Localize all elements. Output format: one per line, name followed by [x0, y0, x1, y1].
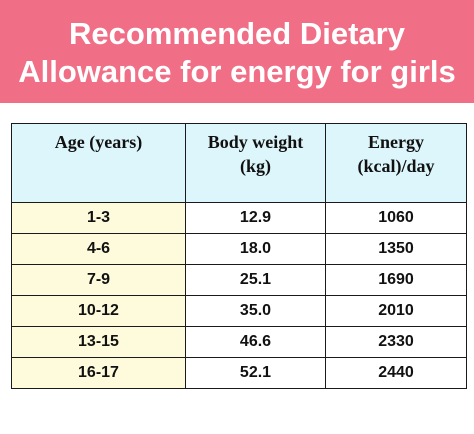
dietary-allowance-table: Age (years) Body weight (kg) Energy (kca… — [11, 123, 467, 389]
table-header-row: Age (years) Body weight (kg) Energy (kca… — [11, 123, 467, 203]
header-weight-line-2: (kg) — [240, 156, 271, 176]
title-line-2: Allowance for energy for girls — [18, 54, 456, 89]
weight-cell: 52.1 — [185, 357, 326, 389]
age-cell: 1-3 — [11, 202, 186, 234]
table-row: 10-12 35.0 2010 — [11, 295, 467, 327]
header-energy: Energy (kcal)/day — [325, 123, 467, 203]
header-age: Age (years) — [11, 123, 186, 203]
header-energy-line-2: (kcal)/day — [357, 156, 435, 176]
age-cell: 10-12 — [11, 295, 186, 327]
weight-cell: 12.9 — [185, 202, 326, 234]
weight-cell: 46.6 — [185, 326, 326, 358]
title-banner: Recommended Dietary Allowance for energy… — [0, 0, 474, 103]
age-cell: 4-6 — [11, 233, 186, 265]
table-row: 4-6 18.0 1350 — [11, 233, 467, 265]
weight-cell: 25.1 — [185, 264, 326, 296]
header-age-label: Age (years) — [54, 132, 143, 152]
energy-cell: 2440 — [325, 357, 467, 389]
energy-cell: 1690 — [325, 264, 467, 296]
energy-cell: 1350 — [325, 233, 467, 265]
table-row: 16-17 52.1 2440 — [11, 357, 467, 389]
energy-cell: 1060 — [325, 202, 467, 234]
age-cell: 7-9 — [11, 264, 186, 296]
energy-cell: 2010 — [325, 295, 467, 327]
age-cell: 13-15 — [11, 326, 186, 358]
table-row: 1-3 12.9 1060 — [11, 202, 467, 234]
age-cell: 16-17 — [11, 357, 186, 389]
table-row: 7-9 25.1 1690 — [11, 264, 467, 296]
weight-cell: 18.0 — [185, 233, 326, 265]
weight-cell: 35.0 — [185, 295, 326, 327]
header-energy-line-1: Energy — [368, 132, 424, 152]
energy-cell: 2330 — [325, 326, 467, 358]
header-body-weight: Body weight (kg) — [185, 123, 326, 203]
table-row: 13-15 46.6 2330 — [11, 326, 467, 358]
title-line-1: Recommended Dietary — [69, 16, 405, 51]
header-weight-line-1: Body weight — [207, 132, 304, 152]
